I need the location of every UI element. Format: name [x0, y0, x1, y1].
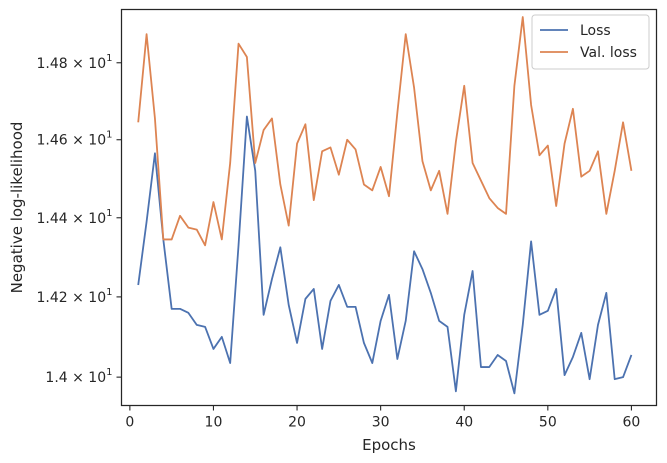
y-tick-exponent: 1 — [106, 130, 112, 141]
y-tick-label: 1.44 × 101 — [37, 208, 113, 227]
x-axis-ticks: 0 10 20 30 40 50 60 — [125, 405, 641, 431]
y-tick-exponent: 1 — [106, 287, 112, 298]
x-tick-label: 40 — [455, 415, 473, 431]
y-tick-label: 1.46 × 101 — [37, 130, 113, 149]
y-tick-mantissa: 1.4 × 10 — [45, 370, 106, 386]
y-tick-mantissa: 1.44 × 10 — [37, 211, 107, 227]
x-tick-label: 30 — [372, 415, 390, 431]
y-tick-mantissa: 1.42 × 10 — [37, 290, 107, 306]
x-axis-label: Epochs — [362, 436, 416, 454]
y-tick-mantissa: 1.46 × 10 — [37, 133, 107, 149]
legend: Loss Val. loss — [531, 14, 650, 70]
y-tick-mantissa: 1.48 × 10 — [37, 56, 107, 72]
series-lines — [137, 16, 633, 395]
plot-frame — [120, 8, 658, 407]
y-axis-label: Negative log-likelihood — [8, 122, 26, 294]
x-tick-label: 60 — [623, 415, 641, 431]
x-tick-label: 20 — [288, 415, 306, 431]
legend-label: Val. loss — [580, 45, 637, 61]
y-tick-label: 1.4 × 101 — [45, 367, 112, 386]
x-tick-label: 0 — [125, 415, 134, 431]
y-tick-exponent: 1 — [106, 367, 112, 378]
series-line-0 — [137, 115, 633, 395]
y-tick-exponent: 1 — [106, 208, 112, 219]
y-tick-exponent: 1 — [106, 53, 112, 64]
x-tick-label: 10 — [205, 415, 223, 431]
series-line-1 — [137, 16, 633, 247]
legend-label: Loss — [580, 23, 611, 39]
legend-box — [531, 14, 650, 70]
y-tick-label: 1.42 × 101 — [37, 287, 113, 306]
y-tick-label: 1.48 × 101 — [37, 53, 113, 72]
x-tick-label: 50 — [539, 415, 557, 431]
